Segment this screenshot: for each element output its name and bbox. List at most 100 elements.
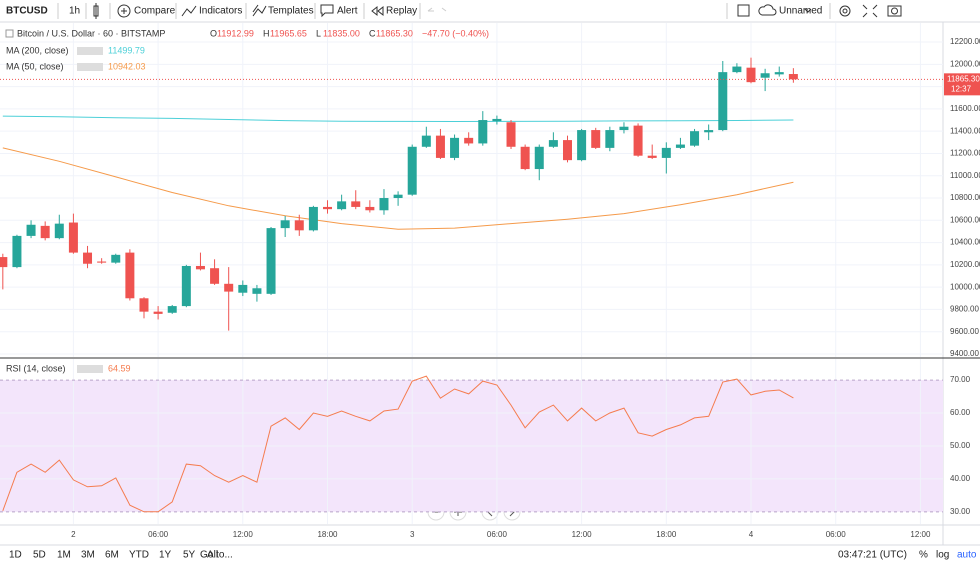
candle-body <box>675 144 685 148</box>
symbol[interactable]: BTCUSD <box>6 6 48 17</box>
indicator-value: 64.59 <box>108 363 131 373</box>
candle-body <box>746 67 756 83</box>
x-tick-label: 06:00 <box>148 530 169 539</box>
candle-body <box>478 120 488 144</box>
candle-body <box>111 254 121 263</box>
ohlc-key: H <box>263 28 270 38</box>
x-tick-label: 18:00 <box>656 530 677 539</box>
goto-button[interactable]: Go to... <box>200 550 233 561</box>
candle-body <box>26 224 36 236</box>
candle-body <box>40 225 50 239</box>
indicator-name[interactable]: MA (200, close) <box>6 45 69 55</box>
indicator-value: 10942.03 <box>108 61 146 71</box>
range-button[interactable]: 5D <box>33 550 46 561</box>
ohlc-value: 11965.65 <box>270 28 307 38</box>
candle-body <box>690 131 700 146</box>
ohlc-value: 11835.00 <box>323 28 360 38</box>
candle-body <box>195 265 205 270</box>
candle-body <box>732 66 742 73</box>
x-tick-label: 2 <box>71 530 76 539</box>
log-toggle[interactable]: log <box>936 550 949 561</box>
candle-body <box>181 265 191 307</box>
rsi-tick-label: 40.00 <box>950 474 971 483</box>
indicators-button[interactable]: Indicators <box>199 6 242 17</box>
indicator-icons <box>77 365 103 373</box>
ohlc-key: L <box>316 28 321 38</box>
candle-body <box>167 306 177 313</box>
candle-body <box>774 72 784 75</box>
alert-button[interactable]: Alert <box>337 6 358 17</box>
indicator-value: 11499.79 <box>108 45 145 55</box>
auto-toggle[interactable]: auto <box>957 550 977 561</box>
candle-body <box>760 73 770 78</box>
x-tick-label: 12:00 <box>233 530 254 539</box>
candle-body <box>351 201 361 207</box>
candle-body <box>506 122 516 147</box>
candle-body <box>704 130 714 133</box>
candle-body <box>520 146 530 170</box>
y-tick-label: 9600.00 <box>950 327 979 336</box>
candle-body <box>0 257 8 268</box>
candle-body <box>534 146 544 170</box>
candle-body <box>548 140 558 147</box>
candle-body <box>450 137 460 158</box>
chart-title: Bitcoin / U.S. Dollar · 60 · BITSTAMP <box>17 28 165 38</box>
candle-body <box>12 235 22 268</box>
x-tick-label: 06:00 <box>826 530 847 539</box>
layout-name[interactable]: Unnamed <box>779 6 822 17</box>
range-button[interactable]: YTD <box>129 550 149 561</box>
rsi-tick-label: 70.00 <box>950 375 971 384</box>
y-tick-label: 9800.00 <box>950 305 979 314</box>
y-tick-label: 9400.00 <box>950 349 979 358</box>
candle-body <box>718 72 728 131</box>
indicator-icons <box>77 63 103 71</box>
candle-body <box>280 220 290 229</box>
candle-body <box>224 283 234 292</box>
countdown-label: 12:37 <box>951 84 972 93</box>
y-tick-label: 12000.00 <box>950 59 980 68</box>
indicator-name[interactable]: RSI (14, close) <box>6 363 66 373</box>
ohlc-value: 11912.99 <box>217 28 254 38</box>
rsi-tick-label: 50.00 <box>950 441 971 450</box>
candle-body <box>210 268 220 284</box>
x-tick-label: 12:00 <box>910 530 931 539</box>
compare-button[interactable]: Compare <box>134 6 176 17</box>
candle-body <box>577 130 587 161</box>
x-tick-label: 4 <box>749 530 754 539</box>
range-button[interactable]: 6M <box>105 550 119 561</box>
rsi-line <box>2 375 794 513</box>
range-button[interactable]: 3M <box>81 550 95 561</box>
candle-body <box>379 198 389 211</box>
rsi-tick-label: 60.00 <box>950 408 971 417</box>
candle-body <box>252 288 262 294</box>
candle-body <box>421 135 431 147</box>
x-tick-label: 06:00 <box>487 530 508 539</box>
range-button[interactable]: 5Y <box>183 550 196 561</box>
last-price-label: 11865.30 <box>947 74 980 83</box>
range-button[interactable]: 1M <box>57 550 71 561</box>
ohlc-key: O <box>210 28 217 38</box>
interval[interactable]: 1h <box>69 6 80 17</box>
candle-body <box>97 261 107 263</box>
templates-button[interactable]: Templates <box>268 6 314 17</box>
percent-toggle[interactable]: % <box>919 550 928 561</box>
candle-body <box>661 147 671 158</box>
candle-body <box>266 228 276 294</box>
replay-button[interactable]: Replay <box>386 6 417 17</box>
y-tick-label: 10200.00 <box>950 260 980 269</box>
legend-checkbox <box>5 29 14 38</box>
clock[interactable]: 03:47:21 (UTC) <box>838 550 907 561</box>
candle-body <box>308 206 318 231</box>
y-tick-label: 10800.00 <box>950 193 980 202</box>
candle-body <box>619 126 629 131</box>
range-button[interactable]: 1D <box>9 550 22 561</box>
candle-body <box>68 222 78 253</box>
y-tick-label: 10400.00 <box>950 238 980 247</box>
candle-body <box>464 137 474 144</box>
range-button[interactable]: 1Y <box>159 550 172 561</box>
indicator-name[interactable]: MA (50, close) <box>6 61 64 71</box>
price-change: −47.70 (−0.40%) <box>422 28 489 38</box>
candle-body <box>591 130 601 148</box>
range-button[interactable]: All <box>207 550 218 561</box>
